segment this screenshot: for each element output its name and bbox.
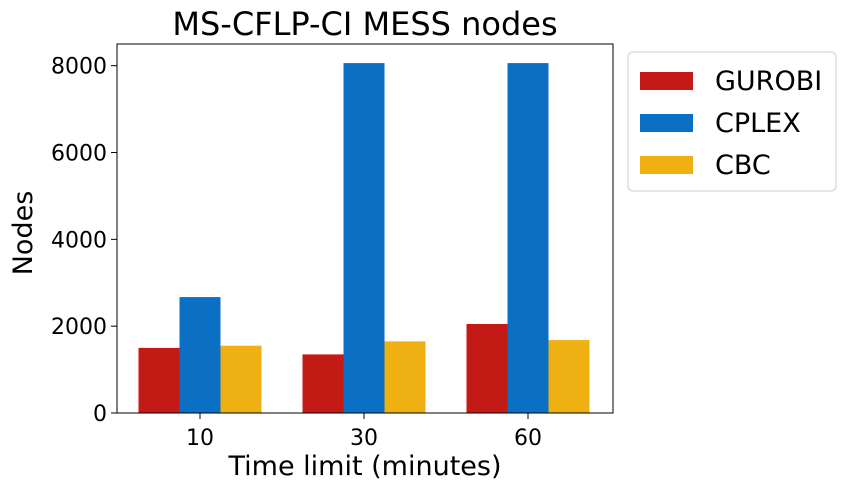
y-tick-label: 8000: [51, 55, 107, 80]
legend: GUROBI CPLEX CBC: [627, 51, 837, 192]
legend-label-cbc: CBC: [715, 150, 771, 181]
x-axis-label: Time limit (minutes): [228, 451, 502, 482]
legend-label-cplex: CPLEX: [715, 108, 801, 139]
legend-swatch-cbc: [640, 156, 693, 174]
y-axis-ticks: 0 2000 4000 6000 8000: [51, 55, 117, 427]
y-axis-label: Nodes: [8, 191, 39, 276]
legend-swatch-gurobi: [640, 72, 693, 90]
bar-gurobi-10: [138, 347, 180, 413]
bar-cbc-60: [548, 340, 590, 413]
y-tick-label: 0: [93, 402, 107, 427]
legend-label-gurobi: GUROBI: [715, 66, 822, 97]
y-tick-label: 4000: [51, 228, 107, 253]
bars-group: [138, 63, 590, 414]
x-tick-label: 60: [514, 426, 542, 451]
chart-title: MS-CFLP-CI MESS nodes: [172, 5, 557, 43]
y-tick-label: 2000: [51, 315, 107, 340]
x-axis-ticks: 10 30 60: [186, 413, 542, 451]
plot-frame: [116, 43, 614, 414]
bar-cplex-30: [343, 63, 385, 414]
x-tick-label: 30: [350, 426, 378, 451]
y-tick-label: 6000: [51, 142, 107, 167]
bar-cbc-10: [220, 345, 262, 413]
x-tick-label: 10: [186, 426, 214, 451]
bar-cplex-10: [179, 297, 221, 413]
bar-gurobi-30: [302, 354, 344, 413]
bar-gurobi-60: [466, 324, 508, 413]
legend-swatch-cplex: [640, 114, 693, 132]
bar-cplex-60: [507, 63, 549, 414]
bar-cbc-30: [384, 341, 426, 413]
